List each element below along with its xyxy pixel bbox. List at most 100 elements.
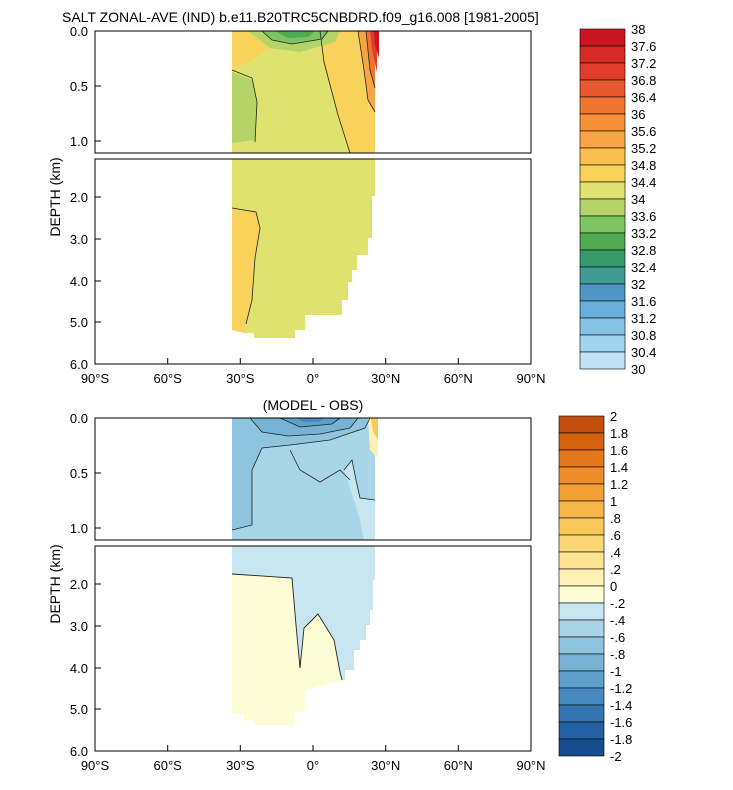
colorbar-label: -1.6: [610, 715, 632, 730]
colorbar-swatch: [579, 62, 626, 81]
colorbar-label: 0: [610, 579, 617, 594]
colorbar-label: 1.4: [610, 460, 628, 475]
colorbar-label: 1: [610, 494, 617, 509]
field-region: [275, 31, 315, 38]
x-tick-label: 30°N: [371, 758, 400, 773]
colorbar-swatch: [558, 636, 605, 655]
colorbar-swatch: [558, 483, 605, 502]
colorbar-swatch: [558, 568, 605, 587]
colorbar-label: 37.6: [631, 39, 656, 54]
colorbar-swatch: [579, 283, 626, 302]
field-region: [232, 574, 342, 725]
contour: [289, 449, 351, 483]
colorbar-label: -1: [610, 664, 622, 679]
colorbar-label: .8: [610, 511, 621, 526]
x-axis-upper: 90°S 60°S 30°S 0° 30°N 60°N 90°N: [81, 358, 546, 386]
contour: [231, 573, 343, 681]
field-region: [232, 208, 260, 333]
y-tick-label: 5.0: [70, 315, 88, 330]
colorbar-lower: 21.81.61.41.21.8.6.4.20-.2-.4-.6-.8-1-1.…: [558, 409, 632, 764]
field-region: [296, 418, 326, 422]
colorbar-swatch: [579, 130, 626, 149]
colorbar-swatch: [579, 198, 626, 217]
contour: [231, 69, 258, 143]
y-tick-label: 2.0: [70, 577, 88, 592]
colorbar-label: 32.8: [631, 243, 656, 258]
colorbar-label: .2: [610, 562, 621, 577]
y-tick-label: 4.0: [70, 274, 88, 289]
y-tick-label: 1.0: [70, 521, 88, 536]
x-tick-label: 60°S: [154, 758, 183, 773]
colorbar-label: 32: [631, 277, 645, 292]
field-region: [374, 31, 379, 58]
y-tick-label: 0.5: [70, 466, 88, 481]
colorbar-label: 35.2: [631, 141, 656, 156]
field-region: [371, 418, 378, 440]
colorbar-swatch: [558, 551, 605, 570]
x-tick-label: 30°S: [226, 758, 255, 773]
y-tick-label: 0.0: [70, 24, 88, 39]
x-tick-label: 0°: [307, 371, 319, 386]
colorbar-label: 37.2: [631, 56, 656, 71]
colorbar-swatch: [558, 602, 605, 621]
difference-field-upper: [231, 417, 378, 540]
colorbar-swatch: [579, 181, 626, 200]
colorbar-label: 34: [631, 192, 645, 207]
colorbar-swatch: [558, 415, 605, 434]
colorbar-swatch: [579, 232, 626, 251]
y-axis-label: DEPTH (km): [47, 544, 63, 623]
colorbar-label: 34.4: [631, 175, 656, 190]
colorbar-label: 35.6: [631, 124, 656, 139]
colorbar-label: 36.8: [631, 73, 656, 88]
colorbar-swatch: [579, 334, 626, 353]
y-tick-label: 1.0: [70, 134, 88, 149]
colorbar-label: .6: [610, 528, 621, 543]
colorbar-swatch: [579, 266, 626, 285]
colorbar-swatch: [558, 619, 605, 638]
contour: [279, 417, 341, 428]
colorbar-swatch: [579, 147, 626, 166]
x-tick-label: 60°S: [154, 371, 183, 386]
salinity-field-upper: [231, 30, 379, 154]
contour: [319, 30, 351, 154]
colorbar-swatch: [558, 585, 605, 604]
x-tick-label: 60°N: [444, 371, 473, 386]
colorbar-label: 30.4: [631, 345, 656, 360]
colorbar-label: .4: [610, 545, 621, 560]
x-tick-label: 90°S: [81, 758, 110, 773]
x-tick-label: 0°: [307, 758, 319, 773]
colorbar-swatch: [558, 653, 605, 672]
colorbar-label: 31.2: [631, 311, 656, 326]
colorbar-label: -.8: [610, 647, 625, 662]
y-axis-upper: 0.0 0.5 1.0 2.0 3.0 4.0 5.0 6.0 DEPTH (k…: [47, 24, 101, 372]
colorbar-label: 30: [631, 362, 645, 377]
colorbar-swatch: [558, 687, 605, 706]
chart-title: SALT ZONAL-AVE (IND) b.e11.B20TRC5CNBDRD…: [62, 9, 539, 25]
chart-title: (MODEL - OBS): [263, 397, 364, 413]
colorbar-swatch: [558, 466, 605, 485]
x-tick-label: 30°S: [226, 371, 255, 386]
colorbar-swatch: [579, 317, 626, 336]
colorbar-swatch: [579, 215, 626, 234]
colorbar-label: 1.6: [610, 443, 628, 458]
y-tick-label: 5.0: [70, 702, 88, 717]
field-region: [232, 31, 268, 70]
colorbar-swatch: [558, 704, 605, 723]
y-tick-label: 6.0: [70, 357, 88, 372]
y-tick-label: 6.0: [70, 744, 88, 759]
colorbar-swatch: [579, 113, 626, 132]
x-tick-label: 90°S: [81, 371, 110, 386]
y-tick-label: 0.5: [70, 79, 88, 94]
colorbar-label: -1.8: [610, 732, 632, 747]
contour: [231, 417, 371, 531]
difference-field-lower: [231, 546, 375, 725]
field-region: [232, 418, 370, 530]
colorbar-swatch: [558, 534, 605, 553]
colorbar-swatch: [579, 164, 626, 183]
colorbar-swatch: [558, 721, 605, 740]
colorbar-swatch: [558, 670, 605, 689]
field-region: [232, 72, 257, 143]
colorbar-label: 38: [631, 22, 645, 37]
colorbar-label: -.6: [610, 630, 625, 645]
colorbar-swatch: [558, 449, 605, 468]
